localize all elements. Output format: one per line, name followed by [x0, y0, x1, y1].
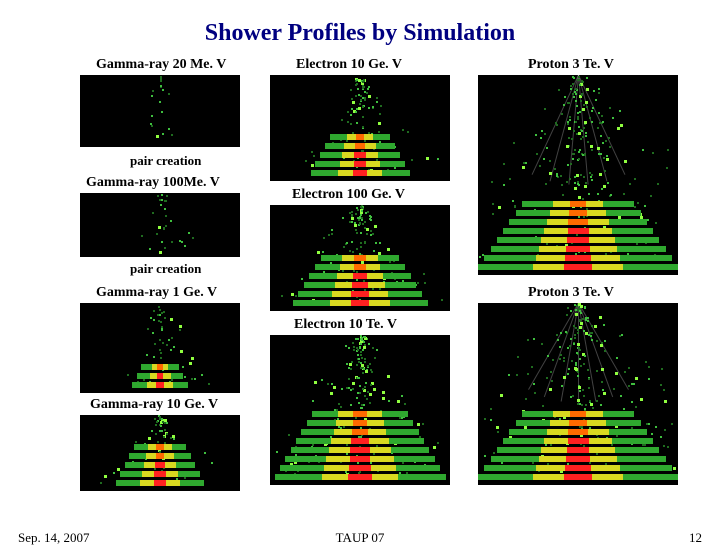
footer-date: Sep. 14, 2007 [18, 530, 90, 546]
label-electron10g: Electron 10 Ge. V [296, 57, 402, 73]
label-proton3t_a: Proton 3 Te. V [528, 57, 614, 73]
panel-g10g [80, 415, 240, 491]
panel-g20 [80, 75, 240, 147]
panel-e10t [270, 335, 450, 485]
footer-venue: TAUP 07 [336, 530, 385, 546]
slide-title: Shower Profiles by Simulation [0, 0, 720, 57]
footer-page-number: 12 [689, 530, 702, 546]
panel-g1g [80, 303, 240, 393]
label-pair2: pair creation [130, 261, 201, 277]
panel-e10g [270, 75, 450, 181]
label-electron10t: Electron 10 Te. V [294, 317, 397, 333]
panel-p3t_b [478, 303, 678, 485]
label-electron100g: Electron 100 Ge. V [292, 187, 405, 203]
label-pair1: pair creation [130, 153, 201, 169]
content-area: Gamma-ray 20 Me. V Electron 10 Ge. V Proto… [0, 57, 720, 497]
panel-g100 [80, 193, 240, 257]
panel-p3t_a [478, 75, 678, 275]
label-gamma1g: Gamma-ray 1 Ge. V [96, 285, 217, 301]
label-gamma100: Gamma-ray 100Me. V [86, 175, 220, 191]
label-gamma10g: Gamma-ray 10 Ge. V [90, 397, 218, 413]
label-gamma20: Gamma-ray 20 Me. V [96, 57, 226, 73]
panel-e100g [270, 205, 450, 311]
label-proton3t_b: Proton 3 Te. V [528, 285, 614, 301]
